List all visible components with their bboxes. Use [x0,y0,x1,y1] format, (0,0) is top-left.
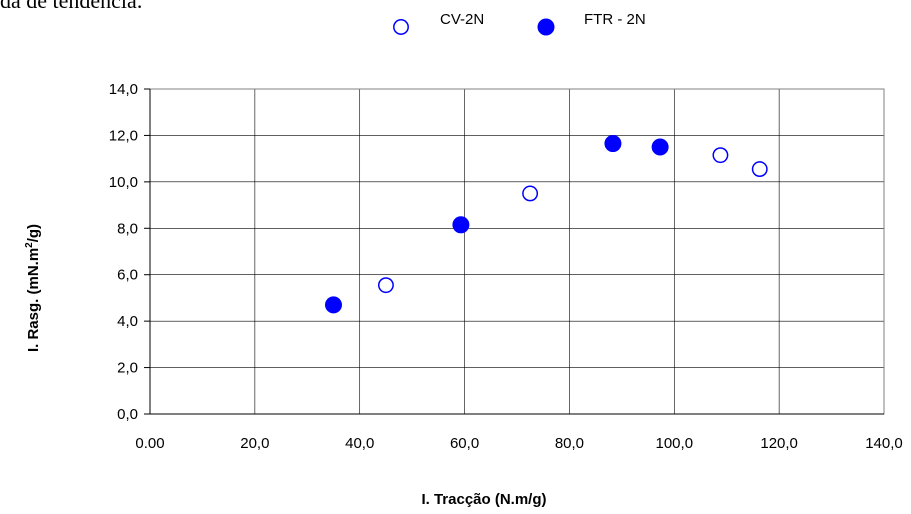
y-tick-label: 4,0 [117,313,138,330]
y-tick-label: 2,0 [117,360,138,377]
x-tick-label: 120,0 [760,435,798,452]
y-tick-label: 12,0 [109,127,138,144]
legend: CV-2N FTR - 2N [393,11,646,36]
axes [149,89,884,415]
data-point-cv-2n [377,277,394,294]
y-axis-title-main: I. Rasg. (mN.m [25,248,42,352]
legend-marker-cv-2n [393,19,409,35]
x-tick-label: 0.00 [135,435,164,452]
x-tick-label: 140,0 [865,435,903,452]
x-axis-title: I. Tracção (N.m/g) [421,491,546,508]
cut-off-text: da de tendência. [0,0,143,13]
y-axis-title: I. Rasg. (mN.m2/g) [24,224,42,352]
data-point-ftr-2n [452,216,470,234]
x-tick-label: 20,0 [240,435,269,452]
data-point-ftr-2n [325,296,342,314]
data-points [325,135,768,314]
data-point-cv-2n [712,147,729,164]
grid-lines [150,89,884,414]
y-tick-label: 6,0 [117,267,138,284]
y-tick-labels: 0,0 2,0 4,0 6,0 8,0 10,0 12,0 14,0 [109,81,150,423]
y-axis-title-tail: /g) [25,224,42,242]
y-tick-label: 14,0 [109,81,138,98]
y-tick-label: 10,0 [109,174,138,191]
x-tick-label: 40,0 [345,435,374,452]
legend-label-cv-2n: CV-2N [440,11,484,28]
legend-label-ftr-2n: FTR - 2N [584,11,646,28]
data-point-ftr-2n [604,135,622,153]
legend-marker-ftr-2n [537,18,555,36]
data-point-ftr-2n [651,138,669,156]
x-tick-labels: 0.00 20,0 40,0 60,0 80,0 100,0 120,0 140,0 [135,435,902,452]
data-point-cv-2n [522,185,539,202]
x-tick-label: 60,0 [450,435,479,452]
plot-area-frame [149,88,885,415]
data-point-cv-2n [751,161,768,178]
x-tick-label: 100,0 [656,435,694,452]
x-tick-label: 80,0 [555,435,584,452]
y-tick-label: 0,0 [117,406,138,423]
y-axis-title-superscript: 2 [24,242,35,248]
y-tick-label: 8,0 [117,220,138,237]
